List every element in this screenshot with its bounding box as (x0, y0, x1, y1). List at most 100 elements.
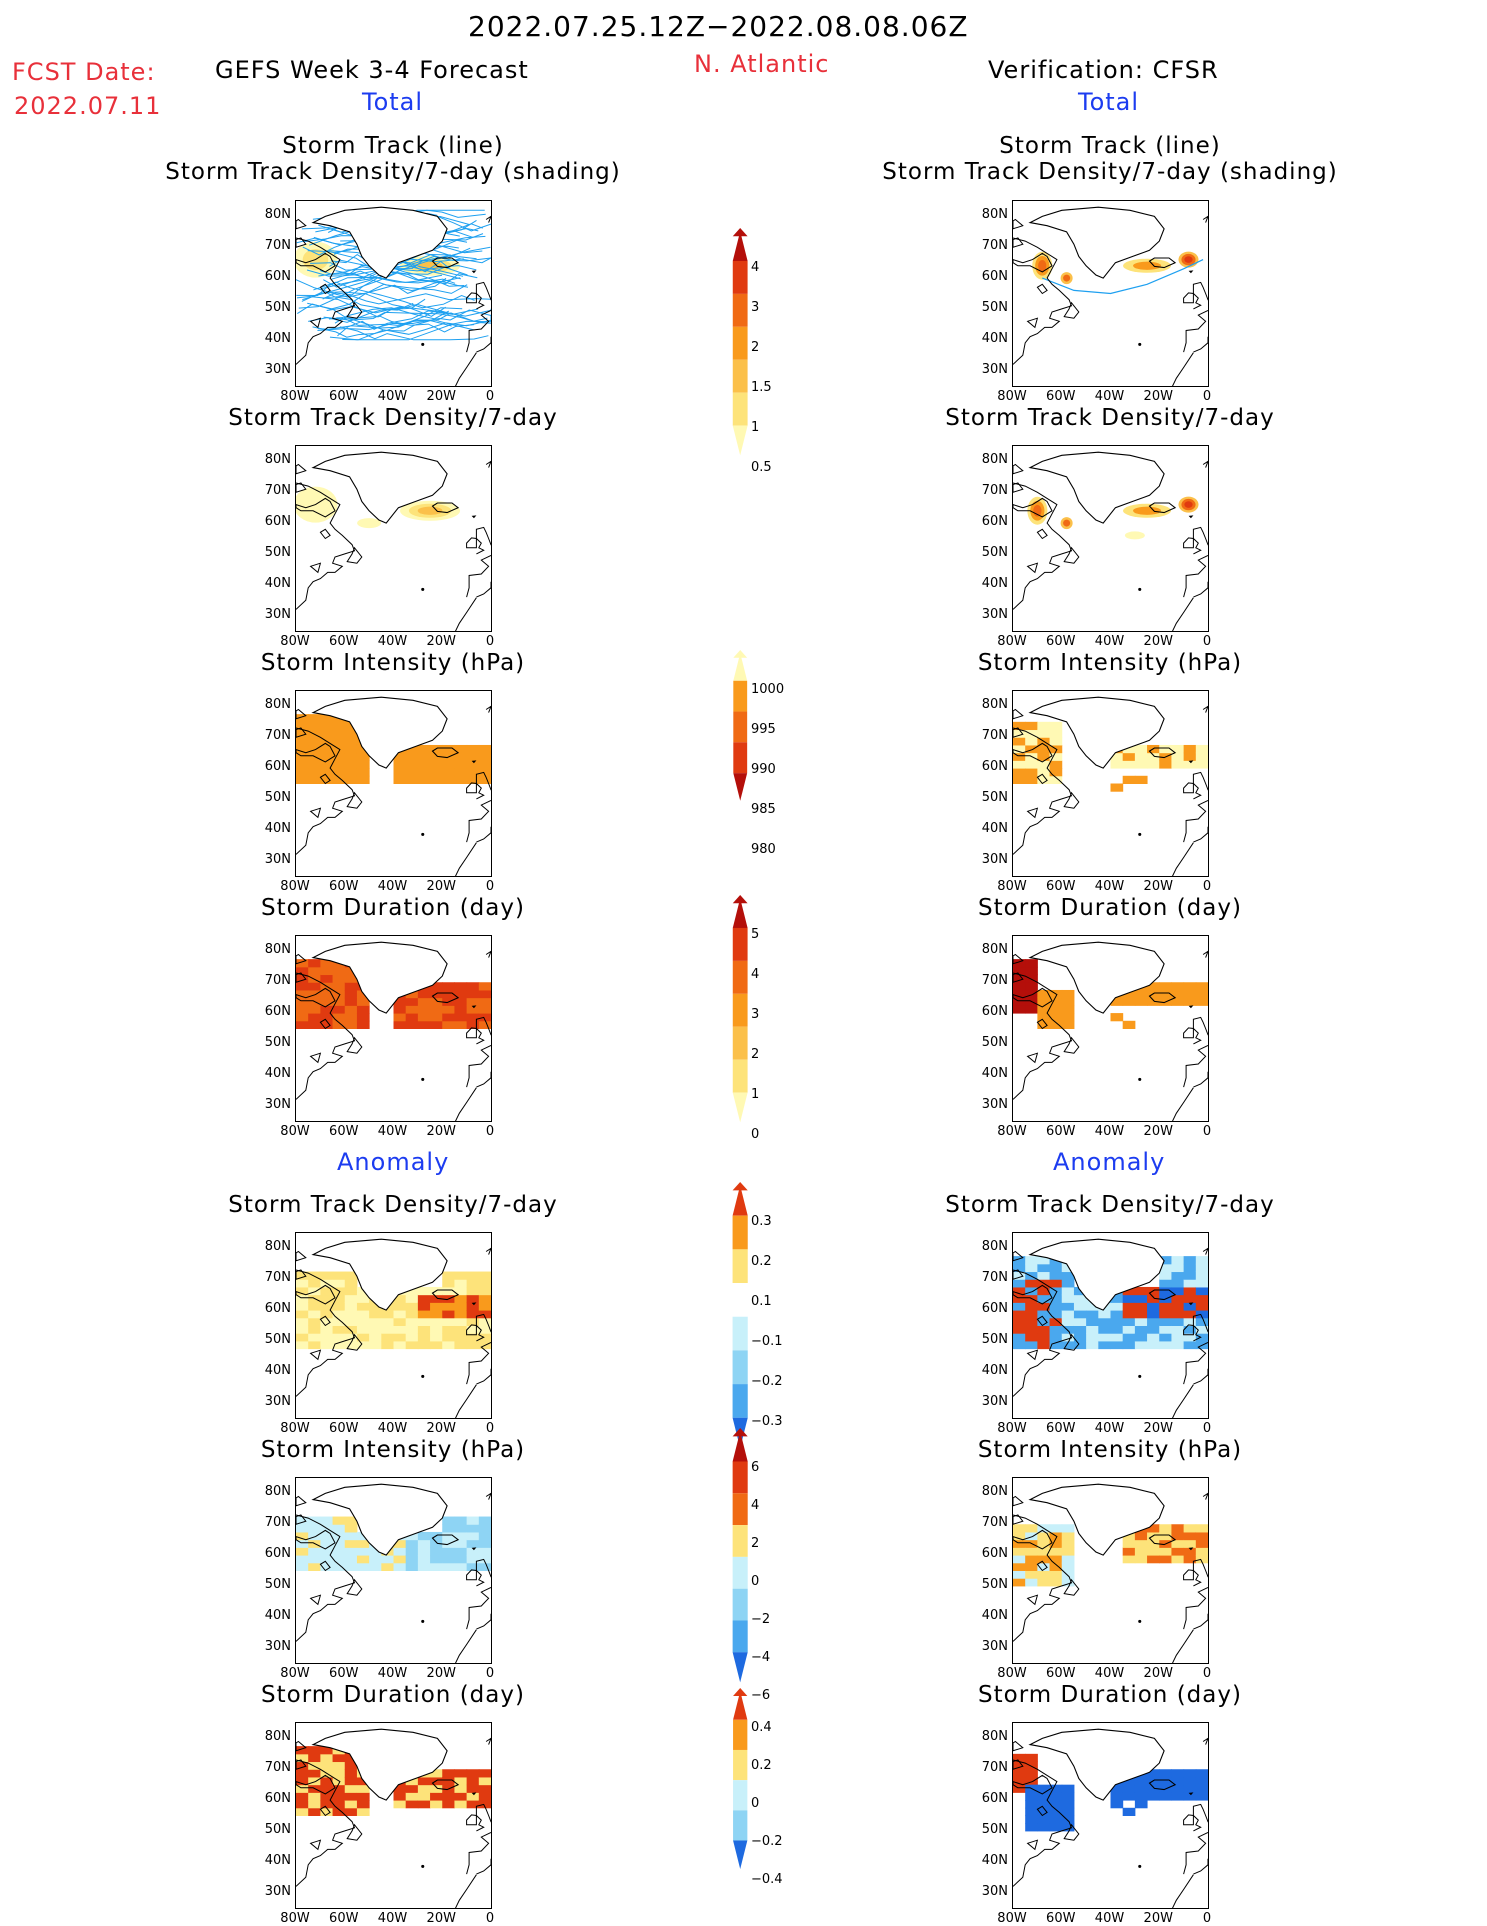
forecast-map-panel (295, 690, 492, 877)
lat-tick-label: 30N (264, 851, 291, 867)
lat-tick-label: 60N (264, 514, 291, 530)
lat-tick-label: 30N (981, 1883, 1008, 1899)
colorbar-density-total (711, 228, 771, 512)
lat-tick-label: 50N (264, 1576, 291, 1592)
lat-tick-label: 40N (264, 1607, 291, 1623)
lat-tick-label: 80N (981, 697, 1008, 713)
colorbar-tick-label: 1 (751, 420, 760, 435)
colorbar-duration-total (711, 895, 771, 1179)
verification-map-panel (1012, 935, 1209, 1122)
lon-tick-label: 40W (1094, 1124, 1125, 1139)
lon-tick-label: 0 (485, 1124, 495, 1139)
storm-track-lines (1042, 259, 1204, 295)
colorbar-tick-label: 980 (751, 842, 776, 857)
right-anom-duration-title: Storm Duration (day) (978, 1682, 1242, 1708)
lat-tick-label: 60N (981, 1791, 1008, 1807)
colorbar-tick-label: 0.1 (751, 1294, 772, 1309)
lat-tick-label: 50N (981, 299, 1008, 315)
lat-tick-label: 50N (981, 1034, 1008, 1050)
lon-tick-label: 60W (329, 389, 359, 404)
colorbar-tick-label: 2 (751, 1047, 760, 1062)
lon-tick-label: 60W (329, 1421, 359, 1436)
lon-tick-label: 40W (377, 1666, 408, 1681)
left-anom-density-title: Storm Track Density/7-day (228, 1192, 558, 1218)
lon-tick-label: 20W (426, 1911, 456, 1926)
lon-tick-label: 40W (377, 634, 408, 649)
left-track-title-2: Storm Track Density/7-day (shading) (165, 159, 621, 185)
lon-tick-label: 80W (997, 1911, 1027, 1926)
left-track-title-1: Storm Track (line) (282, 133, 504, 159)
lon-tick-label: 0 (485, 634, 495, 649)
lat-tick-label: 80N (981, 1484, 1008, 1500)
lon-tick-label: 20W (426, 1666, 456, 1681)
lat-tick-label: 80N (981, 207, 1008, 223)
coastlines (296, 1483, 491, 1663)
lat-tick-label: 70N (264, 483, 291, 499)
lat-tick-label: 60N (981, 759, 1008, 775)
lon-tick-label: 40W (1094, 1421, 1125, 1436)
lat-tick-label: 70N (264, 1270, 291, 1286)
coastlines (296, 696, 491, 876)
lat-tick-label: 70N (981, 483, 1008, 499)
colorbar-tick-label: 4 (751, 1498, 760, 1513)
coastlines (296, 206, 491, 386)
lat-tick-label: 50N (264, 1821, 291, 1837)
lat-tick-label: 80N (981, 942, 1008, 958)
verification-map-panel (1012, 200, 1209, 387)
lon-tick-label: 80W (280, 1124, 310, 1139)
colorbar-tick-label: 1.5 (751, 380, 772, 395)
coastlines (1013, 941, 1208, 1121)
lon-tick-label: 80W (997, 1124, 1027, 1139)
lon-tick-label: 40W (377, 389, 408, 404)
left-anom-intensity-title: Storm Intensity (hPa) (260, 1437, 526, 1463)
left-anom-duration-title: Storm Duration (day) (261, 1682, 525, 1708)
lat-tick-label: 80N (264, 452, 291, 468)
lon-tick-label: 60W (1046, 879, 1076, 894)
lon-tick-label: 20W (1143, 389, 1173, 404)
colorbar-tick-label: −6 (751, 1688, 771, 1703)
forecast-map-panel (295, 935, 492, 1122)
coastlines (1013, 1483, 1208, 1663)
lat-tick-label: 30N (981, 1096, 1008, 1112)
lon-tick-label: 20W (1143, 634, 1173, 649)
lon-tick-label: 40W (1094, 634, 1125, 649)
colorbar-tick-label: 0.2 (751, 1254, 772, 1269)
coastlines (296, 1728, 491, 1908)
lat-tick-label: 70N (981, 1515, 1008, 1531)
coastlines (1013, 696, 1208, 876)
density-shading (1060, 272, 1073, 285)
colorbar-intensity-anom (711, 1428, 771, 1740)
lat-tick-label: 60N (264, 1301, 291, 1317)
lon-tick-label: 40W (1094, 389, 1125, 404)
right-intensity-title: Storm Intensity (hPa) (977, 650, 1243, 676)
colorbar-tick-label: 0.3 (751, 1214, 772, 1229)
lat-tick-label: 70N (981, 238, 1008, 254)
lat-tick-label: 40N (981, 575, 1008, 591)
density-shading (1178, 496, 1199, 513)
right-anomaly-label: Anomaly (1053, 1148, 1166, 1176)
lat-tick-label: 40N (264, 330, 291, 346)
lat-tick-label: 60N (264, 1791, 291, 1807)
lat-tick-label: 60N (264, 1004, 291, 1020)
lon-tick-label: 60W (1046, 1421, 1076, 1436)
lon-tick-label: 0 (485, 1421, 495, 1436)
duration-grid (1110, 1013, 1136, 1029)
colorbar-tick-label: 1 (751, 1087, 760, 1102)
colorbar-tick-label: −2 (751, 1612, 771, 1627)
right-density-title: Storm Track Density/7-day (945, 405, 1275, 431)
colorbar-tick-label: 0 (751, 1574, 760, 1589)
lat-tick-label: 70N (981, 728, 1008, 744)
lon-tick-label: 80W (280, 1911, 310, 1926)
colorbar-tick-label: −0.1 (751, 1334, 783, 1349)
forecast-map-panel (295, 1722, 492, 1909)
lat-tick-label: 60N (264, 1546, 291, 1562)
colorbar-tick-label: −0.2 (751, 1374, 783, 1389)
lon-tick-label: 80W (997, 1421, 1027, 1436)
right-anom-intensity-title: Storm Intensity (hPa) (977, 1437, 1243, 1463)
lat-tick-label: 70N (264, 238, 291, 254)
lon-tick-label: 60W (1046, 389, 1076, 404)
lat-tick-label: 60N (981, 514, 1008, 530)
colorbar-tick-label: 0 (751, 1127, 760, 1142)
lon-tick-label: 80W (280, 879, 310, 894)
lon-tick-label: 80W (280, 1666, 310, 1681)
